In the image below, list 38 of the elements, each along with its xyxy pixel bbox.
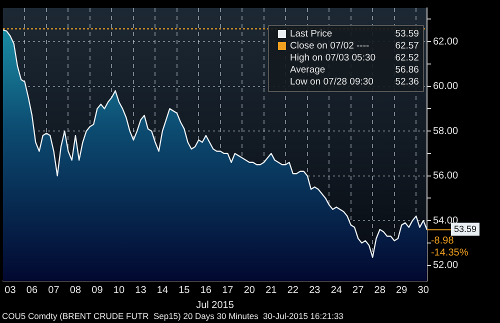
- annotation: 62.57: [395, 40, 419, 52]
- x-tick-label: 03: [4, 284, 16, 296]
- x-tick-label: 21: [266, 284, 278, 296]
- x-tick-label: 20: [244, 284, 256, 296]
- x-tick-label: 09: [92, 284, 104, 296]
- text: Low on 07/28 09:30 52.36: [290, 76, 419, 88]
- x-tick-label: 28: [374, 284, 386, 296]
- x-tick-label: 24: [330, 284, 342, 296]
- annotation: 53.59: [395, 28, 419, 40]
- x-tick-label: 08: [70, 284, 82, 296]
- x-tick-label: 23: [309, 284, 321, 296]
- text: 53.59: [454, 224, 477, 234]
- text: -14.35%: [430, 248, 468, 259]
- y-tick-label: 54.00: [432, 215, 458, 226]
- x-tick-label: 10: [113, 284, 125, 296]
- y-tick-label: 58.00: [432, 126, 458, 137]
- x-tick-label: 17: [222, 284, 234, 296]
- x-tick-label: 16: [200, 284, 212, 296]
- x-tick-label: 06: [26, 284, 38, 296]
- legend-label: Last Price: [290, 28, 332, 40]
- text: High on 07/03 05:30 62.52: [290, 52, 419, 64]
- x-tick-label: 30: [418, 284, 430, 296]
- y-tick-label: 56.00: [432, 170, 458, 182]
- text: -8.98: [430, 236, 454, 247]
- x-axis-title: Jul 2015: [196, 300, 234, 311]
- x-tick-label: 14: [156, 284, 168, 296]
- y-tick-label: 62.00: [432, 36, 458, 48]
- x-tick-label: 22: [287, 284, 299, 296]
- x-tick-label: 27: [352, 284, 364, 296]
- text: COU5 Comdty (BRENT CRUDE FUTR Sep15) 20 Days 30 Minutes 30-Jul-2015 16:21:33: [2, 311, 344, 322]
- y-tick-label: 60.00: [432, 81, 458, 92]
- x-tick-label: 13: [135, 284, 147, 296]
- y-tick-label: 52.00: [432, 260, 458, 272]
- x-tick-label: 07: [48, 284, 60, 296]
- text: Average 56.86: [290, 64, 419, 76]
- x-tick-label: 15: [178, 284, 190, 296]
- x-tick-label: 29: [396, 284, 408, 296]
- legend-label: Close on 07/02 ----: [290, 40, 370, 52]
